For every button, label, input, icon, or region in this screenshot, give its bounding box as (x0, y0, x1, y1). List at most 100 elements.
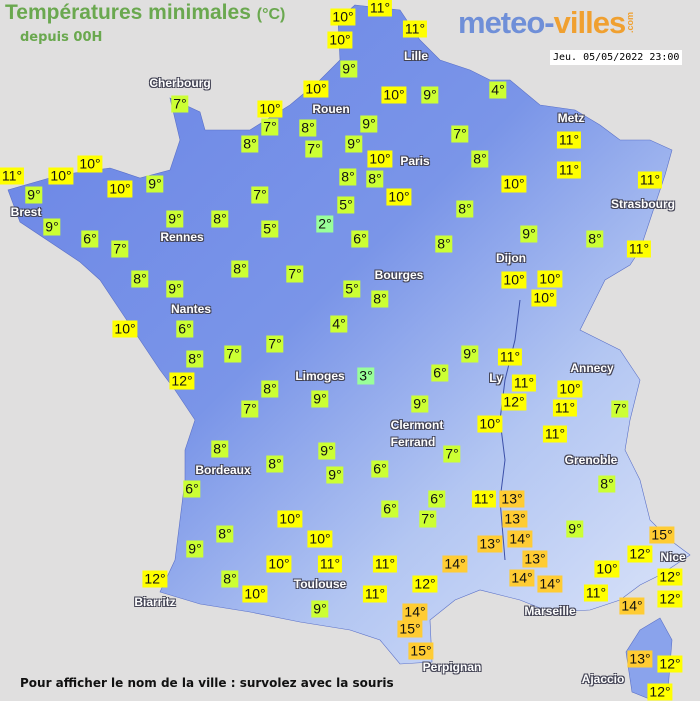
temperature-marker[interactable]: 12° (627, 545, 653, 563)
temperature-marker[interactable]: 6° (81, 230, 99, 248)
temperature-marker[interactable]: 3° (357, 367, 375, 385)
temperature-marker[interactable]: 11° (637, 171, 663, 189)
temperature-marker[interactable]: 10° (277, 510, 303, 528)
temperature-marker[interactable]: 8° (339, 168, 357, 186)
temperature-marker[interactable]: 8° (598, 475, 616, 493)
temperature-marker[interactable]: 11° (556, 131, 582, 149)
temperature-marker[interactable]: 9° (326, 466, 344, 484)
temperature-marker[interactable]: 12° (142, 570, 168, 588)
temperature-marker[interactable]: 6° (183, 480, 201, 498)
temperature-marker[interactable]: 10° (557, 380, 583, 398)
temperature-marker[interactable]: 7° (266, 335, 284, 353)
temperature-marker[interactable]: 10° (386, 188, 412, 206)
temperature-marker[interactable]: 13° (627, 650, 653, 668)
temperature-marker[interactable]: 14° (619, 597, 645, 615)
temperature-marker[interactable]: 7° (419, 510, 437, 528)
temperature-marker[interactable]: 5° (261, 220, 279, 238)
temperature-marker[interactable]: 11° (367, 0, 393, 17)
temperature-marker[interactable]: 6° (176, 320, 194, 338)
temperature-marker[interactable]: 7° (241, 400, 259, 418)
temperature-marker[interactable]: 10° (257, 100, 283, 118)
temperature-marker[interactable]: 8° (131, 270, 149, 288)
temperature-marker[interactable]: 9° (566, 520, 584, 538)
temperature-marker[interactable]: 11° (583, 584, 609, 602)
temperature-marker[interactable]: 11° (0, 167, 25, 185)
temperature-marker[interactable]: 10° (537, 270, 563, 288)
temperature-marker[interactable]: 5° (337, 196, 355, 214)
temperature-marker[interactable]: 7° (111, 240, 129, 258)
temperature-marker[interactable]: 12° (169, 372, 195, 390)
temperature-marker[interactable]: 9° (311, 390, 329, 408)
temperature-marker[interactable]: 9° (43, 218, 61, 236)
temperature-marker[interactable]: 14° (402, 603, 428, 621)
temperature-marker[interactable]: 8° (211, 210, 229, 228)
temperature-marker[interactable]: 11° (402, 20, 428, 38)
temperature-marker[interactable]: 9° (146, 175, 164, 193)
temperature-marker[interactable]: 9° (166, 210, 184, 228)
temperature-marker[interactable]: 9° (186, 540, 204, 558)
temperature-marker[interactable]: 8° (266, 455, 284, 473)
temperature-marker[interactable]: 8° (231, 260, 249, 278)
temperature-marker[interactable]: 10° (477, 415, 503, 433)
temperature-marker[interactable]: 9° (461, 345, 479, 363)
temperature-marker[interactable]: 8° (221, 570, 239, 588)
temperature-marker[interactable]: 11° (471, 490, 497, 508)
temperature-marker[interactable]: 10° (107, 180, 133, 198)
temperature-marker[interactable]: 8° (299, 119, 317, 137)
temperature-marker[interactable]: 7° (251, 186, 269, 204)
temperature-marker[interactable]: 10° (303, 80, 329, 98)
temperature-marker[interactable]: 8° (241, 135, 259, 153)
temperature-marker[interactable]: 11° (362, 585, 388, 603)
temperature-marker[interactable]: 13° (477, 535, 503, 553)
temperature-marker[interactable]: 11° (372, 555, 398, 573)
temperature-marker[interactable]: 9° (345, 135, 363, 153)
temperature-marker[interactable]: 13° (502, 510, 528, 528)
temperature-marker[interactable]: 14° (537, 575, 563, 593)
temperature-marker[interactable]: 9° (25, 186, 43, 204)
temperature-marker[interactable]: 12° (657, 590, 683, 608)
temperature-marker[interactable]: 6° (371, 460, 389, 478)
temperature-marker[interactable]: 6° (351, 230, 369, 248)
temperature-marker[interactable]: 11° (511, 374, 537, 392)
temperature-marker[interactable]: 7° (611, 400, 629, 418)
temperature-marker[interactable]: 9° (421, 86, 439, 104)
temperature-marker[interactable]: 12° (647, 683, 673, 701)
temperature-marker[interactable]: 11° (497, 348, 523, 366)
temperature-marker[interactable]: 7° (261, 118, 279, 136)
temperature-marker[interactable]: 9° (340, 60, 358, 78)
temperature-marker[interactable]: 15° (649, 526, 675, 544)
temperature-marker[interactable]: 13° (522, 550, 548, 568)
temperature-marker[interactable]: 4° (489, 81, 507, 99)
temperature-marker[interactable]: 8° (216, 525, 234, 543)
temperature-marker[interactable]: 15° (408, 642, 434, 660)
temperature-marker[interactable]: 9° (411, 395, 429, 413)
temperature-marker[interactable]: 11° (317, 555, 343, 573)
temperature-marker[interactable]: 4° (330, 315, 348, 333)
temperature-marker[interactable]: 8° (435, 235, 453, 253)
temperature-marker[interactable]: 8° (366, 170, 384, 188)
temperature-marker[interactable]: 15° (397, 620, 423, 638)
temperature-marker[interactable]: 12° (412, 575, 438, 593)
temperature-marker[interactable]: 8° (186, 350, 204, 368)
temperature-marker[interactable]: 6° (381, 500, 399, 518)
temperature-marker[interactable]: 10° (307, 530, 333, 548)
temperature-marker[interactable]: 11° (556, 161, 582, 179)
temperature-marker[interactable]: 9° (520, 225, 538, 243)
temperature-marker[interactable]: 10° (112, 320, 138, 338)
temperature-marker[interactable]: 12° (657, 568, 683, 586)
temperature-marker[interactable]: 10° (501, 175, 527, 193)
temperature-marker[interactable]: 9° (166, 280, 184, 298)
temperature-marker[interactable]: 6° (428, 490, 446, 508)
temperature-marker[interactable]: 7° (451, 125, 469, 143)
temperature-marker[interactable]: 9° (311, 600, 329, 618)
temperature-marker[interactable]: 10° (77, 155, 103, 173)
meteo-villes-logo[interactable]: meteo-villes.com (458, 5, 635, 41)
temperature-marker[interactable]: 7° (286, 265, 304, 283)
temperature-marker[interactable]: 10° (531, 289, 557, 307)
temperature-marker[interactable]: 12° (501, 393, 527, 411)
temperature-marker[interactable]: 7° (305, 140, 323, 158)
temperature-marker[interactable]: 8° (261, 380, 279, 398)
temperature-marker[interactable]: 7° (443, 445, 461, 463)
temperature-marker[interactable]: 6° (431, 364, 449, 382)
temperature-marker[interactable]: 7° (171, 95, 189, 113)
